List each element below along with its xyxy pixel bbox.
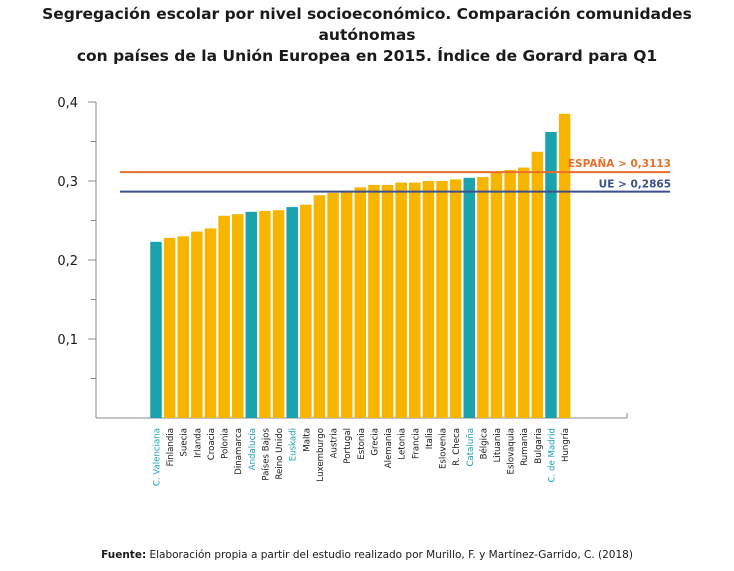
bar (259, 211, 271, 418)
bar (409, 182, 421, 418)
x-tick-label: Estonia (357, 428, 367, 460)
source-text: Elaboración propia a partir del estudio … (149, 549, 633, 561)
bar (245, 211, 258, 418)
bar (177, 236, 189, 418)
x-tick-label: Italia (425, 428, 435, 449)
bar (354, 187, 367, 418)
bar (327, 192, 339, 418)
x-tick-label: Portugal (343, 428, 353, 464)
chart-title-line-1: Segregación escolar por nivel socioeconó… (42, 5, 692, 44)
bar (422, 181, 435, 418)
x-tick-label: Luxemburgo (316, 428, 326, 482)
bar (340, 190, 353, 418)
bar (300, 204, 312, 418)
bar (191, 231, 203, 418)
bar (517, 167, 530, 418)
chart-title: Segregación escolar por nivel socioeconó… (0, 4, 734, 67)
x-tick-label: Letonia (398, 428, 408, 460)
bar (395, 182, 407, 418)
x-tick-label: Polonia (221, 428, 231, 459)
bar (477, 177, 489, 418)
x-tick-label: Lituania (493, 428, 503, 462)
bar (204, 228, 217, 418)
x-tick-label: Finlandia (166, 428, 176, 466)
bar (272, 210, 285, 418)
x-tick-label: R. Checa (452, 428, 462, 466)
x-tick-label: C. de Madrid (547, 428, 557, 482)
y-tick-label: 0,3 (57, 175, 78, 190)
bar (286, 207, 298, 418)
bar (231, 214, 244, 418)
x-tick-label: Grecia (370, 428, 380, 456)
bar (504, 169, 516, 418)
reference-line-label: UE > 0,2865 (599, 179, 671, 191)
x-tick-label: Cataluña (466, 428, 476, 466)
y-tick-label: 0,2 (57, 254, 78, 269)
bar (558, 113, 571, 418)
bar (218, 215, 230, 418)
chart-title-line-2: con países de la Unión Europea en 2015. … (76, 47, 658, 65)
x-tick-label: Francia (411, 428, 421, 459)
bar (163, 237, 176, 418)
x-tick-label: Países Bajos (261, 427, 271, 480)
x-tick-label: Croacia (207, 428, 217, 460)
reference-line-label: ESPAÑA > 0,3113 (568, 157, 671, 170)
bar (531, 151, 544, 418)
bar (490, 171, 503, 418)
bar (545, 132, 557, 418)
source-label: Fuente: (101, 549, 147, 561)
x-tick-label: Reino Unido (275, 428, 285, 480)
x-tick-label: Alemania (384, 428, 394, 468)
x-tick-label: Malta (302, 428, 312, 452)
y-tick-label: 0,4 (57, 96, 78, 111)
bar (313, 195, 326, 418)
x-tick-label: Hungría (561, 428, 571, 462)
bar (368, 184, 380, 418)
bar (150, 241, 162, 418)
bar (449, 179, 462, 418)
y-tick-label: 0,1 (57, 333, 78, 348)
x-tick-label: Rumania (520, 428, 530, 466)
x-tick-label: Irlanda (193, 428, 203, 458)
x-tick-label: Eslovaquia (507, 428, 517, 474)
x-tick-label: Andalucía (248, 428, 258, 470)
x-tick-label: Eslovenia (439, 428, 449, 469)
source-note: Fuente: Elaboración propia a partir del … (0, 549, 734, 561)
bar (436, 181, 448, 418)
x-tick-label: Euskadi (289, 428, 299, 461)
x-tick-label: Dinamarca (234, 428, 244, 475)
x-tick-label: Suecia (180, 428, 190, 457)
x-tick-label: C. Valenciana (153, 428, 163, 486)
x-tick-label: Bélgica (478, 428, 489, 459)
bar (463, 177, 476, 418)
x-tick-label: Austria (330, 428, 340, 458)
bar (381, 184, 394, 418)
x-tick-label: Bulgaria (534, 428, 544, 464)
